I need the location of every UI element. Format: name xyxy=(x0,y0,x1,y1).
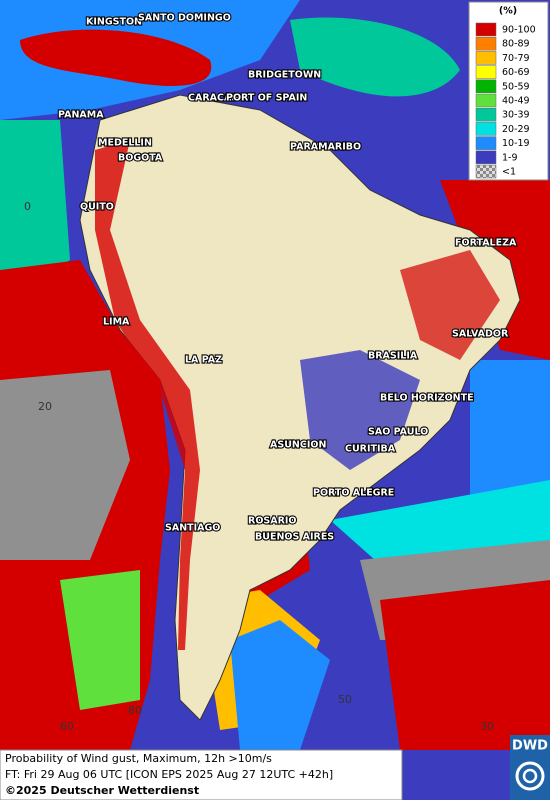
caption-line: Probability of Wind gust, Maximum, 12h >… xyxy=(5,752,272,765)
legend-label: 60-69 xyxy=(502,67,530,78)
logo: DWD xyxy=(512,739,548,754)
logo-icon xyxy=(515,761,545,791)
grid-label: 80 xyxy=(128,704,142,717)
legend-swatch xyxy=(475,107,497,122)
city-label: BRASILIA xyxy=(368,351,418,362)
city-label: SANTO DOMINGO xyxy=(138,13,231,24)
legend-label: 10-19 xyxy=(502,138,530,149)
andes-field xyxy=(95,140,200,650)
city-label: LA PAZ xyxy=(185,355,222,366)
legend-swatch xyxy=(475,79,497,94)
legend-label: 50-59 xyxy=(502,81,530,92)
legend-label: 30-39 xyxy=(502,110,530,121)
city-label: MEDELLIN xyxy=(98,138,152,149)
city-label: BUENOS AIRES xyxy=(255,532,334,543)
city-label: ASUNCION xyxy=(270,440,326,451)
legend-label: 80-89 xyxy=(502,39,530,50)
legend-swatch xyxy=(475,36,497,51)
city-label: PORTO ALEGRE xyxy=(313,488,394,499)
city-label: PORT OF SPAIN xyxy=(226,93,307,104)
inland-field xyxy=(400,250,500,360)
city-label: ROSARIO xyxy=(248,516,297,527)
city-label: PANAMA xyxy=(58,110,104,121)
legend-swatch xyxy=(475,93,497,108)
legend-swatch xyxy=(475,164,497,179)
grid-labels: 0 20 60 80 50 30 xyxy=(24,200,494,733)
legend-label: 40-49 xyxy=(502,96,530,107)
city-label: SAO PAULO xyxy=(368,427,428,438)
city-label: BRIDGETOWN xyxy=(248,70,321,81)
city-label: LIMA xyxy=(103,317,130,328)
grid-label: 60 xyxy=(60,720,74,733)
city-label: SANTIAGO xyxy=(165,523,220,534)
legend-label: <1 xyxy=(502,167,516,178)
legend: (%) 90-100 80-89 70-79 60-69 50-59 40-49 30-39… xyxy=(468,1,549,181)
logo-icon xyxy=(522,768,538,784)
city-label: KINGSTON xyxy=(86,17,142,28)
city-label: BELO HORIZONTE xyxy=(380,393,474,404)
city-label: BOGOTA xyxy=(118,153,163,164)
legend-swatch xyxy=(475,65,497,79)
city-label: CURITIBA xyxy=(345,444,396,455)
copyright: ©2025 Deutscher Wetterdienst xyxy=(5,784,199,797)
city-label: FORTALEZA xyxy=(455,238,517,249)
caption-line: FT: Fri 29 Aug 06 UTC [ICON EPS 2025 Aug… xyxy=(5,768,333,781)
legend-label: 20-29 xyxy=(502,124,530,135)
legend-label: 90-100 xyxy=(502,25,536,36)
caption-box xyxy=(0,749,403,800)
legend-swatch xyxy=(475,22,497,37)
city-label: PARAMARIBO xyxy=(290,142,361,153)
legend-swatch xyxy=(475,51,497,65)
inland-field xyxy=(300,350,420,470)
city-label: SALVADOR xyxy=(452,329,509,340)
legend-swatch xyxy=(475,136,497,150)
grid-label: 0 xyxy=(24,200,31,213)
cities: KINGSTON SANTO DOMINGO BRIDGETOWN PANAMA… xyxy=(57,11,518,543)
legend-swatch xyxy=(475,150,497,165)
city-label: QUITO xyxy=(80,202,114,213)
legend-label: 1-9 xyxy=(502,152,518,163)
city-label: CARACAS xyxy=(188,93,238,104)
legend-label: 70-79 xyxy=(502,53,530,64)
legend-swatch xyxy=(475,122,497,136)
legend-title: (%) xyxy=(499,6,517,17)
grid-label: 20 xyxy=(38,400,52,413)
grid-label: 50 xyxy=(338,693,352,706)
grid-label: 30 xyxy=(480,720,494,733)
